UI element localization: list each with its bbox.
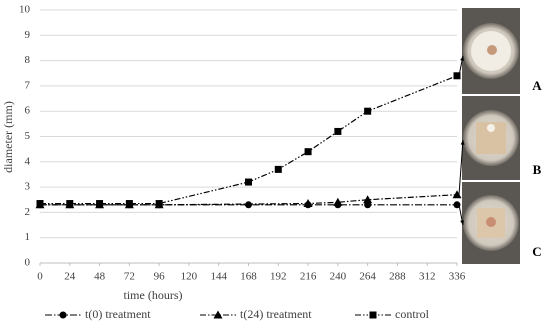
arrow-head <box>460 56 464 61</box>
x-axis-label: time (hours) <box>124 288 183 302</box>
x-tick-label: 240 <box>330 271 347 283</box>
legend-label: t(0) treatment <box>85 307 151 321</box>
photo-b <box>462 96 520 180</box>
y-tick-label: 7 <box>25 79 31 91</box>
y-tick-label: 5 <box>25 130 31 142</box>
panel-label: C <box>532 244 541 259</box>
marker <box>274 165 282 173</box>
x-tick-label: 288 <box>389 271 406 283</box>
marker <box>59 311 67 319</box>
panel-label: A <box>532 78 542 93</box>
marker <box>453 201 461 209</box>
photo-c <box>462 182 520 264</box>
y-axis-label: diameter (mm) <box>1 101 15 173</box>
marker <box>213 310 223 319</box>
marker <box>66 200 74 208</box>
legend-label: control <box>395 307 430 321</box>
x-tick-label: 216 <box>300 271 317 283</box>
x-tick-label: 24 <box>64 271 76 283</box>
legend-label: t(24) treatment <box>240 307 312 321</box>
x-tick-label: 168 <box>240 271 257 283</box>
marker <box>125 200 133 208</box>
y-tick-label: 8 <box>25 54 31 66</box>
x-tick-label: 72 <box>124 271 135 283</box>
marker <box>303 199 313 208</box>
marker <box>364 107 372 115</box>
y-tick-label: 9 <box>25 29 31 41</box>
arrow <box>458 139 464 195</box>
marker <box>333 197 343 206</box>
y-tick-label: 1 <box>25 231 31 243</box>
marker <box>453 72 461 80</box>
x-tick-label: 312 <box>419 271 436 283</box>
y-tick-label: 2 <box>25 206 31 218</box>
x-tick-label: 48 <box>94 271 106 283</box>
photo-a <box>462 8 520 94</box>
marker <box>36 200 44 208</box>
marker <box>363 195 373 204</box>
marker <box>369 311 377 319</box>
y-tick-label: 10 <box>19 4 31 16</box>
x-tick-label: 192 <box>270 271 287 283</box>
y-tick-label: 4 <box>25 155 31 167</box>
marker <box>245 201 252 209</box>
x-tick-label: 96 <box>154 271 166 283</box>
x-tick-label: 120 <box>181 271 198 283</box>
arrow-head <box>460 220 465 225</box>
marker <box>334 127 342 135</box>
y-tick-label: 0 <box>25 257 31 269</box>
panel-label: B <box>533 162 542 177</box>
marker <box>304 148 312 156</box>
marker <box>245 178 252 186</box>
marker <box>452 190 462 199</box>
marker <box>155 200 163 208</box>
arrow-head <box>460 140 465 145</box>
marker <box>96 200 104 208</box>
x-tick-label: 264 <box>359 271 376 283</box>
y-tick-label: 6 <box>25 105 31 117</box>
x-tick-label: 144 <box>210 271 227 283</box>
y-tick-label: 3 <box>25 181 31 193</box>
x-tick-label: 0 <box>37 271 43 283</box>
x-tick-label: 336 <box>449 271 466 283</box>
